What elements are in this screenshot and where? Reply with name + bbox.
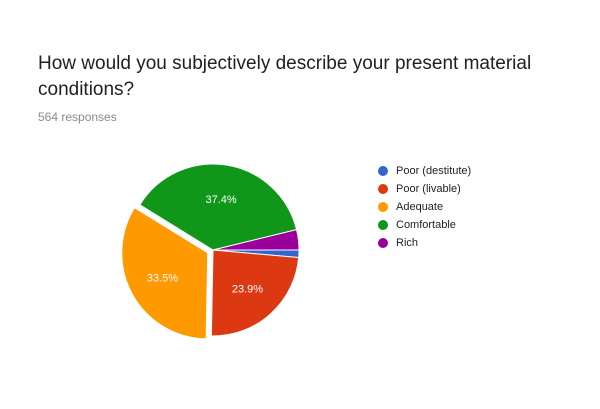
pie-slice-rich[interactable] bbox=[212, 229, 300, 251]
legend-label-poor-livable: Poor (livable) bbox=[396, 183, 461, 195]
response-count: 564 responses bbox=[38, 110, 117, 124]
legend-item-poor-destitute[interactable]: Poor (destitute) bbox=[378, 162, 471, 180]
legend-label-rich: Rich bbox=[396, 237, 419, 249]
legend-label-comfortable: Comfortable bbox=[396, 219, 456, 231]
legend-item-rich[interactable]: Rich bbox=[378, 234, 471, 252]
legend-swatch-comfortable bbox=[378, 220, 388, 230]
legend-swatch-poor-destitute bbox=[378, 166, 388, 176]
legend-label-poor-destitute: Poor (destitute) bbox=[396, 165, 472, 177]
legend-item-comfortable[interactable]: Comfortable bbox=[378, 216, 471, 234]
legend-swatch-poor-livable bbox=[378, 184, 388, 194]
pie-slice-comfortable[interactable] bbox=[139, 163, 298, 251]
pie-slice-poor-livable[interactable] bbox=[210, 249, 300, 337]
slice-label-comfortable: 37.4% bbox=[205, 194, 236, 206]
legend-item-poor-livable[interactable]: Poor (livable) bbox=[378, 180, 471, 198]
legend-swatch-adequate bbox=[378, 202, 388, 212]
chart-title: How would you subjectively describe your… bbox=[38, 53, 532, 100]
legend-swatch-rich bbox=[378, 238, 388, 248]
chart-legend: Poor (destitute) Poor (livable) Adequate Co… bbox=[378, 162, 471, 252]
slice-label-adequate: 33.5% bbox=[147, 273, 178, 285]
slice-label-poor-livable: 23.9% bbox=[232, 283, 263, 295]
legend-label-adequate: Adequate bbox=[396, 201, 444, 213]
legend-item-adequate[interactable]: Adequate bbox=[378, 198, 471, 216]
pie-slice-adequate[interactable] bbox=[121, 207, 209, 340]
